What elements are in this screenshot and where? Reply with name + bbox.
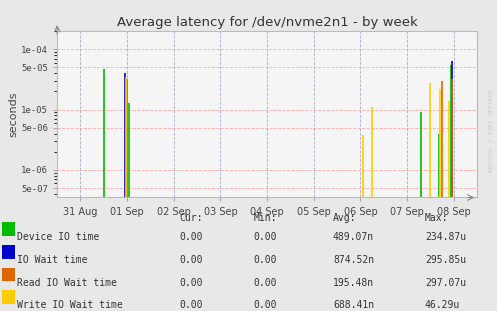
FancyBboxPatch shape	[2, 268, 15, 281]
Text: Max:: Max:	[425, 213, 448, 223]
Text: 489.07n: 489.07n	[333, 232, 374, 242]
Text: Read IO Wait time: Read IO Wait time	[17, 278, 117, 288]
Text: Write IO Wait time: Write IO Wait time	[17, 300, 123, 310]
FancyBboxPatch shape	[2, 290, 15, 304]
Text: Avg:: Avg:	[333, 213, 356, 223]
FancyBboxPatch shape	[2, 222, 15, 236]
Text: 0.00: 0.00	[179, 255, 202, 265]
Text: 0.00: 0.00	[253, 300, 277, 310]
Text: 195.48n: 195.48n	[333, 278, 374, 288]
Text: 0.00: 0.00	[253, 278, 277, 288]
Title: Average latency for /dev/nvme2n1 - by week: Average latency for /dev/nvme2n1 - by we…	[117, 16, 417, 29]
Text: IO Wait time: IO Wait time	[17, 255, 88, 265]
Text: 234.87u: 234.87u	[425, 232, 466, 242]
Text: 874.52n: 874.52n	[333, 255, 374, 265]
Text: Device IO time: Device IO time	[17, 232, 99, 242]
Text: 0.00: 0.00	[253, 232, 277, 242]
Text: 0.00: 0.00	[179, 232, 202, 242]
FancyBboxPatch shape	[2, 245, 15, 259]
Text: 688.41n: 688.41n	[333, 300, 374, 310]
Text: 0.00: 0.00	[179, 278, 202, 288]
Text: Min:: Min:	[253, 213, 277, 223]
Y-axis label: seconds: seconds	[8, 91, 18, 137]
Text: 0.00: 0.00	[253, 255, 277, 265]
Text: Cur:: Cur:	[179, 213, 202, 223]
Text: RRDTOOL / TOBI OETIKER: RRDTOOL / TOBI OETIKER	[489, 89, 494, 172]
Text: 0.00: 0.00	[179, 300, 202, 310]
Text: 46.29u: 46.29u	[425, 300, 460, 310]
Text: 297.07u: 297.07u	[425, 278, 466, 288]
Text: 295.85u: 295.85u	[425, 255, 466, 265]
